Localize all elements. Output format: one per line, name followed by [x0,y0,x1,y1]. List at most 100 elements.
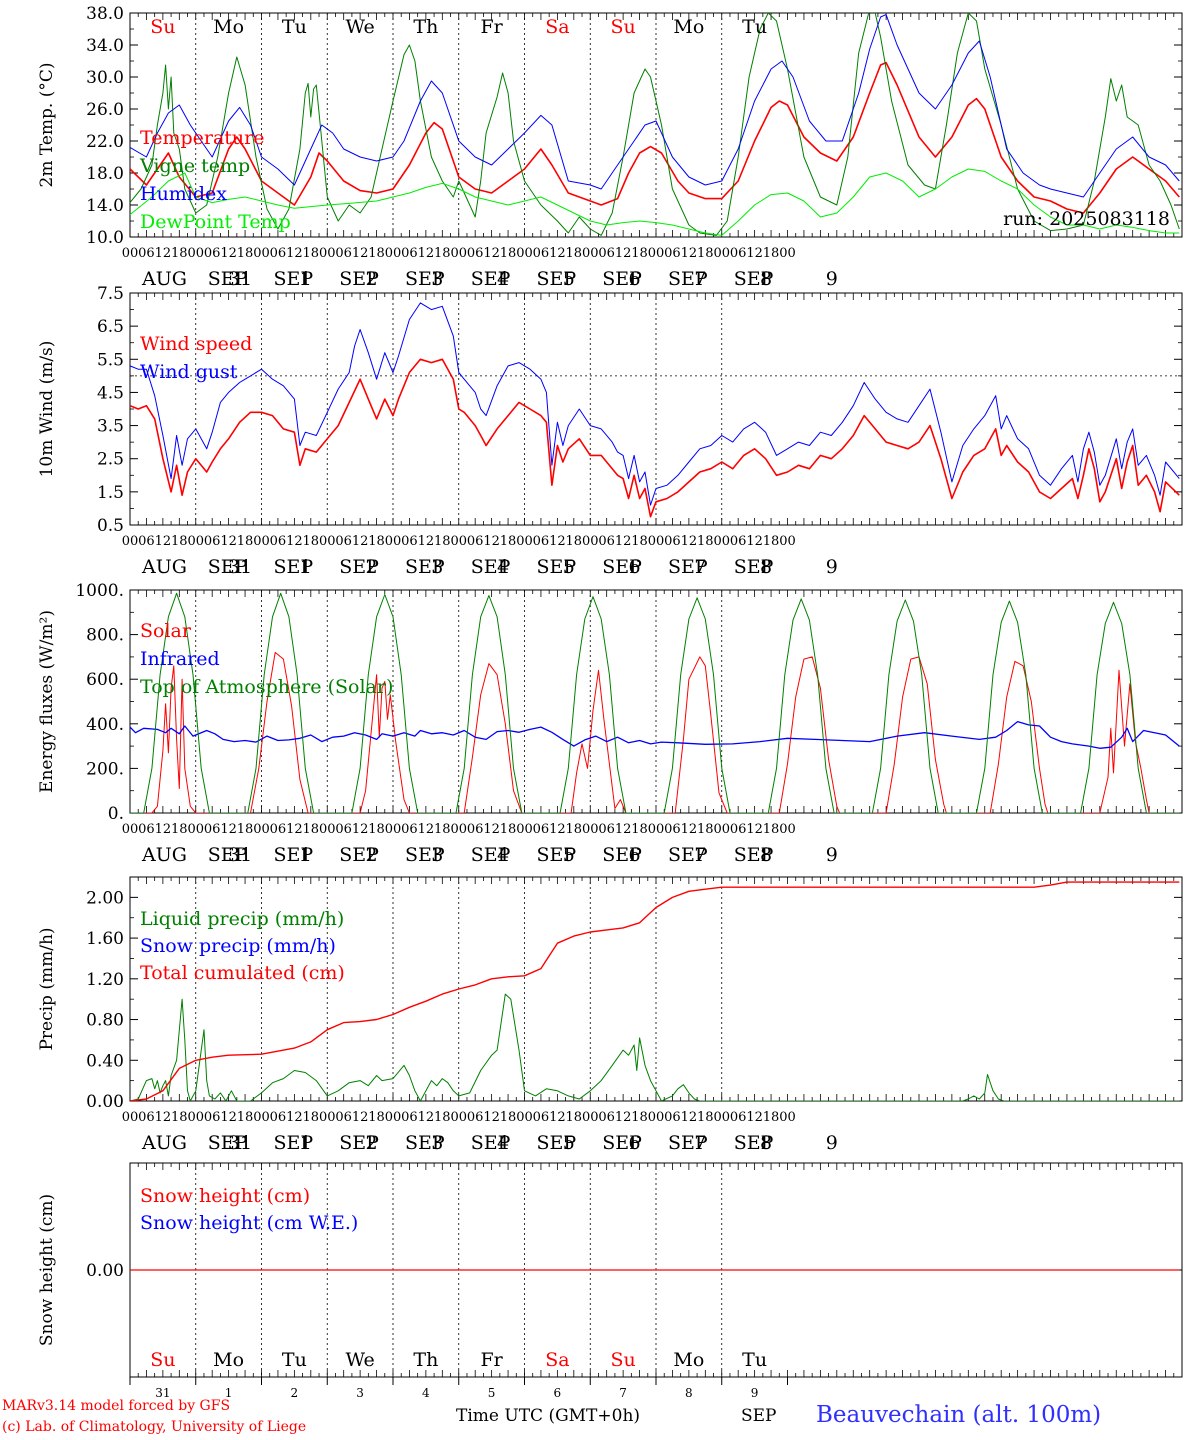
day-abbr: Tu [282,1349,307,1371]
date-day: 6 [628,268,640,290]
date-month: SEP [537,1132,577,1154]
hour-tick-label: 12 [746,246,763,261]
legend-entry: Snow height (cm W.E.) [140,1212,358,1234]
hour-tick-label: 12 [352,822,369,837]
date-day: 31 [228,1132,252,1154]
y-axis-label: Energy fluxes (W/m²) [37,610,57,793]
date-month: SEP [405,1132,445,1154]
hour-tick-label: 00 [648,534,665,549]
date-day: 5 [563,556,575,578]
lab-credit: (c) Lab. of Climatology, University of L… [2,1419,307,1435]
hour-tick-label: 18 [697,534,714,549]
hour-tick-label: 12 [155,246,172,261]
series-line-wind-gust [130,302,1180,506]
hour-tick-label: 06 [598,1110,615,1125]
y-tick-label: 1.60 [86,929,124,949]
hour-tick-label: 00 [713,1110,730,1125]
date-month: SEP [668,268,708,290]
hour-tick-label: 18 [171,1110,188,1125]
hour-tick-label: 00 [779,246,796,261]
hour-tick-label: 00 [122,246,139,261]
y-tick-label: 2.5 [97,450,124,470]
hour-tick-label: 06 [335,246,352,261]
x-axis-label: Time UTC (GMT+0h) [456,1406,641,1426]
hour-tick-label: 18 [763,534,780,549]
hour-tick-label: 12 [746,822,763,837]
legend-entry: Solar [140,620,192,642]
date-day: 5 [563,1132,575,1154]
hour-tick-label: 06 [270,822,287,837]
hour-tick-label: 00 [187,534,204,549]
y-axis-label: 2m Temp. (°C) [37,62,57,187]
hour-tick-label: 00 [253,534,270,549]
day-number: 7 [619,1386,627,1400]
date-month: SEP [537,268,577,290]
date-day: 7 [694,268,706,290]
hour-tick-label: 00 [385,1110,402,1125]
hour-tick-label: 06 [204,1110,221,1125]
date-day: 2 [365,556,377,578]
hour-tick-label: 06 [467,1110,484,1125]
day-number: 8 [685,1386,693,1400]
hour-tick-label: 06 [270,534,287,549]
hour-tick-label: 12 [418,822,435,837]
date-day: 31 [228,268,252,290]
y-tick-label: 0.00 [86,1092,124,1112]
date-day: 9 [826,1132,838,1154]
legend-entry: Snow height (cm) [140,1185,310,1207]
day-number: 2 [291,1386,299,1400]
date-month: SEP [537,556,577,578]
date-day: 8 [760,268,772,290]
hour-tick-label: 00 [319,822,336,837]
day-abbr: Su [610,1349,635,1371]
series-line-temperature [130,61,1180,214]
date-day: 8 [760,556,772,578]
y-tick-label: 7.5 [97,284,124,304]
date-month: SEP [734,1132,774,1154]
day-abbr: Mo [213,16,244,38]
hour-tick-label: 00 [582,534,599,549]
month-label: SEP [741,1406,777,1426]
hour-tick-label: 12 [549,246,566,261]
legend-entry: Wind gust [140,361,238,383]
legend-entry: Snow precip (mm/h) [140,935,336,957]
date-day: 9 [826,268,838,290]
hour-tick-label: 18 [500,246,517,261]
hour-tick-label: 06 [664,246,681,261]
date-day: 1 [300,1132,312,1154]
y-tick-label: 34.0 [86,36,124,56]
date-day: 6 [628,844,640,866]
hour-tick-label: 12 [220,246,237,261]
date-day: 6 [628,556,640,578]
day-number: 3 [356,1386,364,1400]
hour-tick-label: 18 [303,1110,320,1125]
hour-tick-label: 12 [286,534,303,549]
hour-tick-label: 12 [352,534,369,549]
hour-tick-label: 12 [681,534,698,549]
date-month: SEP [208,556,248,578]
day-number: 1 [225,1386,233,1400]
hour-tick-label: 18 [697,822,714,837]
hour-tick-label: 06 [467,822,484,837]
hour-tick-label: 06 [138,246,155,261]
date-month: SEP [405,556,445,578]
hour-tick-label: 00 [319,246,336,261]
hour-tick-label: 18 [303,534,320,549]
hour-tick-label: 00 [713,534,730,549]
hour-tick-label: 18 [500,534,517,549]
legend-entry: Total cumulated (cm) [140,962,345,984]
hour-tick-label: 12 [418,246,435,261]
series-line-vigne-temp [130,13,1180,236]
date-month: SEP [537,844,577,866]
date-day: 7 [694,844,706,866]
date-month: SEP [208,1132,248,1154]
day-number: 5 [488,1386,496,1400]
date-day: 1 [300,556,312,578]
hour-tick-label: 06 [138,822,155,837]
hour-tick-label: 12 [286,822,303,837]
date-month: SEP [274,556,314,578]
hour-tick-label: 00 [516,534,533,549]
series-line-wind-speed [130,358,1180,518]
hour-tick-label: 06 [467,246,484,261]
